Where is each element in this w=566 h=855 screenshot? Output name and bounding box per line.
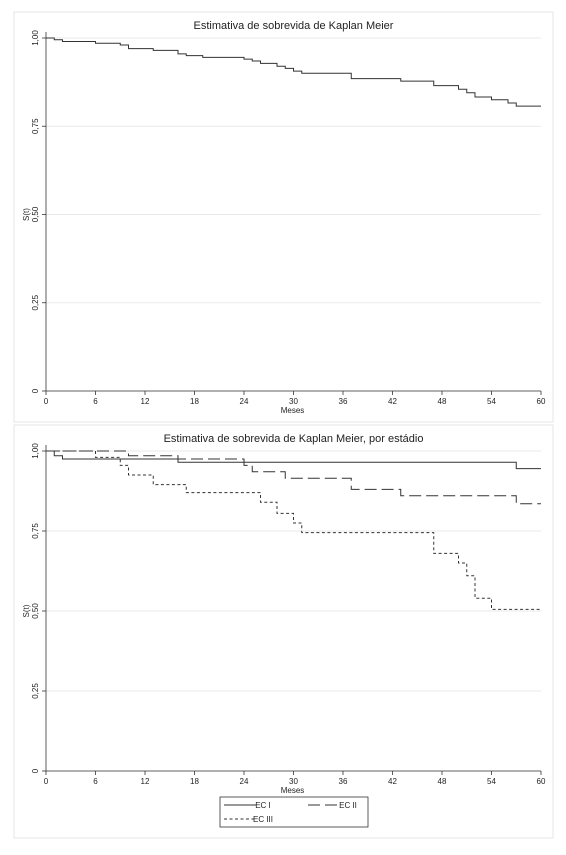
chart-1-xtick-label: 12	[141, 397, 150, 406]
chart-2-xtick-label: 6	[93, 777, 98, 786]
chart-1-x-axis-label: Meses	[281, 406, 305, 415]
legend-label-ec-ii: EC II	[339, 801, 357, 810]
chart-2-y-axis-label: S(t)	[22, 604, 31, 617]
chart-1-xtick-label: 36	[339, 397, 348, 406]
chart-2-ytick-label: 0,75	[31, 523, 40, 539]
chart-1-xtick-label: 54	[487, 397, 496, 406]
chart-1-y-axis-label: S(t)	[22, 208, 31, 221]
chart-1-xtick-label: 0	[44, 397, 49, 406]
chart-1-series-line-1	[46, 37, 541, 107]
chart-2-xtick-label: 60	[537, 777, 546, 786]
legend-box	[219, 796, 369, 828]
chart-2-series-line-ec-i	[46, 450, 541, 470]
chart-1-xtick-label: 60	[537, 397, 546, 406]
chart-1-ytick-label: 0,25	[31, 294, 40, 310]
chart-2-xtick-label: 36	[339, 777, 348, 786]
chart-2-xtick-label: 42	[388, 777, 397, 786]
chart-2-xtick-label: 30	[289, 777, 298, 786]
chart-2-xtick-label: 0	[44, 777, 49, 786]
chart-1-xtick-label: 24	[240, 397, 249, 406]
chart-2-ytick-label: 0,50	[31, 603, 40, 619]
chart-1-ytick-label: 1,00	[31, 30, 40, 46]
chart-panel-1: Estimativa de sobrevida de Kaplan Meier 0…	[22, 20, 546, 415]
chart-1-xtick-label: 30	[289, 397, 298, 406]
chart-2-x-axis-label: Meses	[281, 786, 305, 795]
chart-2-series-line-ec-iii	[46, 450, 541, 610]
chart-2-xtick-label: 48	[438, 777, 447, 786]
legend-label-ec-i: EC I	[255, 801, 271, 810]
chart-2-series-line-ec-ii	[46, 450, 541, 505]
chart-1-ytick-label: 0	[31, 388, 40, 393]
chart-2-ytick-label: 0,25	[31, 683, 40, 699]
legend-label-ec-iii: EC III	[253, 815, 273, 824]
chart-2-xtick-label: 54	[487, 777, 496, 786]
chart-1-ytick-label: 0,75	[31, 118, 40, 134]
chart-2-xtick-label: 24	[240, 777, 249, 786]
chart-panel-2: Estimativa de sobrevida de Kaplan Meier,…	[22, 433, 546, 828]
chart-2-ytick-label: 1,00	[31, 443, 40, 459]
chart-2-title: Estimativa de sobrevida de Kaplan Meier,…	[164, 433, 424, 445]
chart-2-ytick-label: 0	[31, 768, 40, 773]
chart-1-xtick-label: 18	[190, 397, 199, 406]
chart-2-legend: EC I EC II EC III	[219, 796, 369, 828]
panel-2-background	[13, 424, 554, 839]
chart-1-xtick-label: 48	[438, 397, 447, 406]
chart-1-title: Estimativa de sobrevida de Kaplan Meier	[194, 20, 394, 32]
chart-2-xtick-label: 18	[190, 777, 199, 786]
chart-1-ytick-label: 0,50	[31, 206, 40, 222]
chart-1-xtick-label: 6	[93, 397, 98, 406]
panel-1-background	[13, 11, 554, 423]
chart-1-xtick-label: 42	[388, 397, 397, 406]
chart-2-xtick-label: 12	[141, 777, 150, 786]
